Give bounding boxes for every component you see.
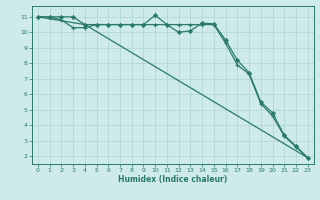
X-axis label: Humidex (Indice chaleur): Humidex (Indice chaleur) (118, 175, 228, 184)
